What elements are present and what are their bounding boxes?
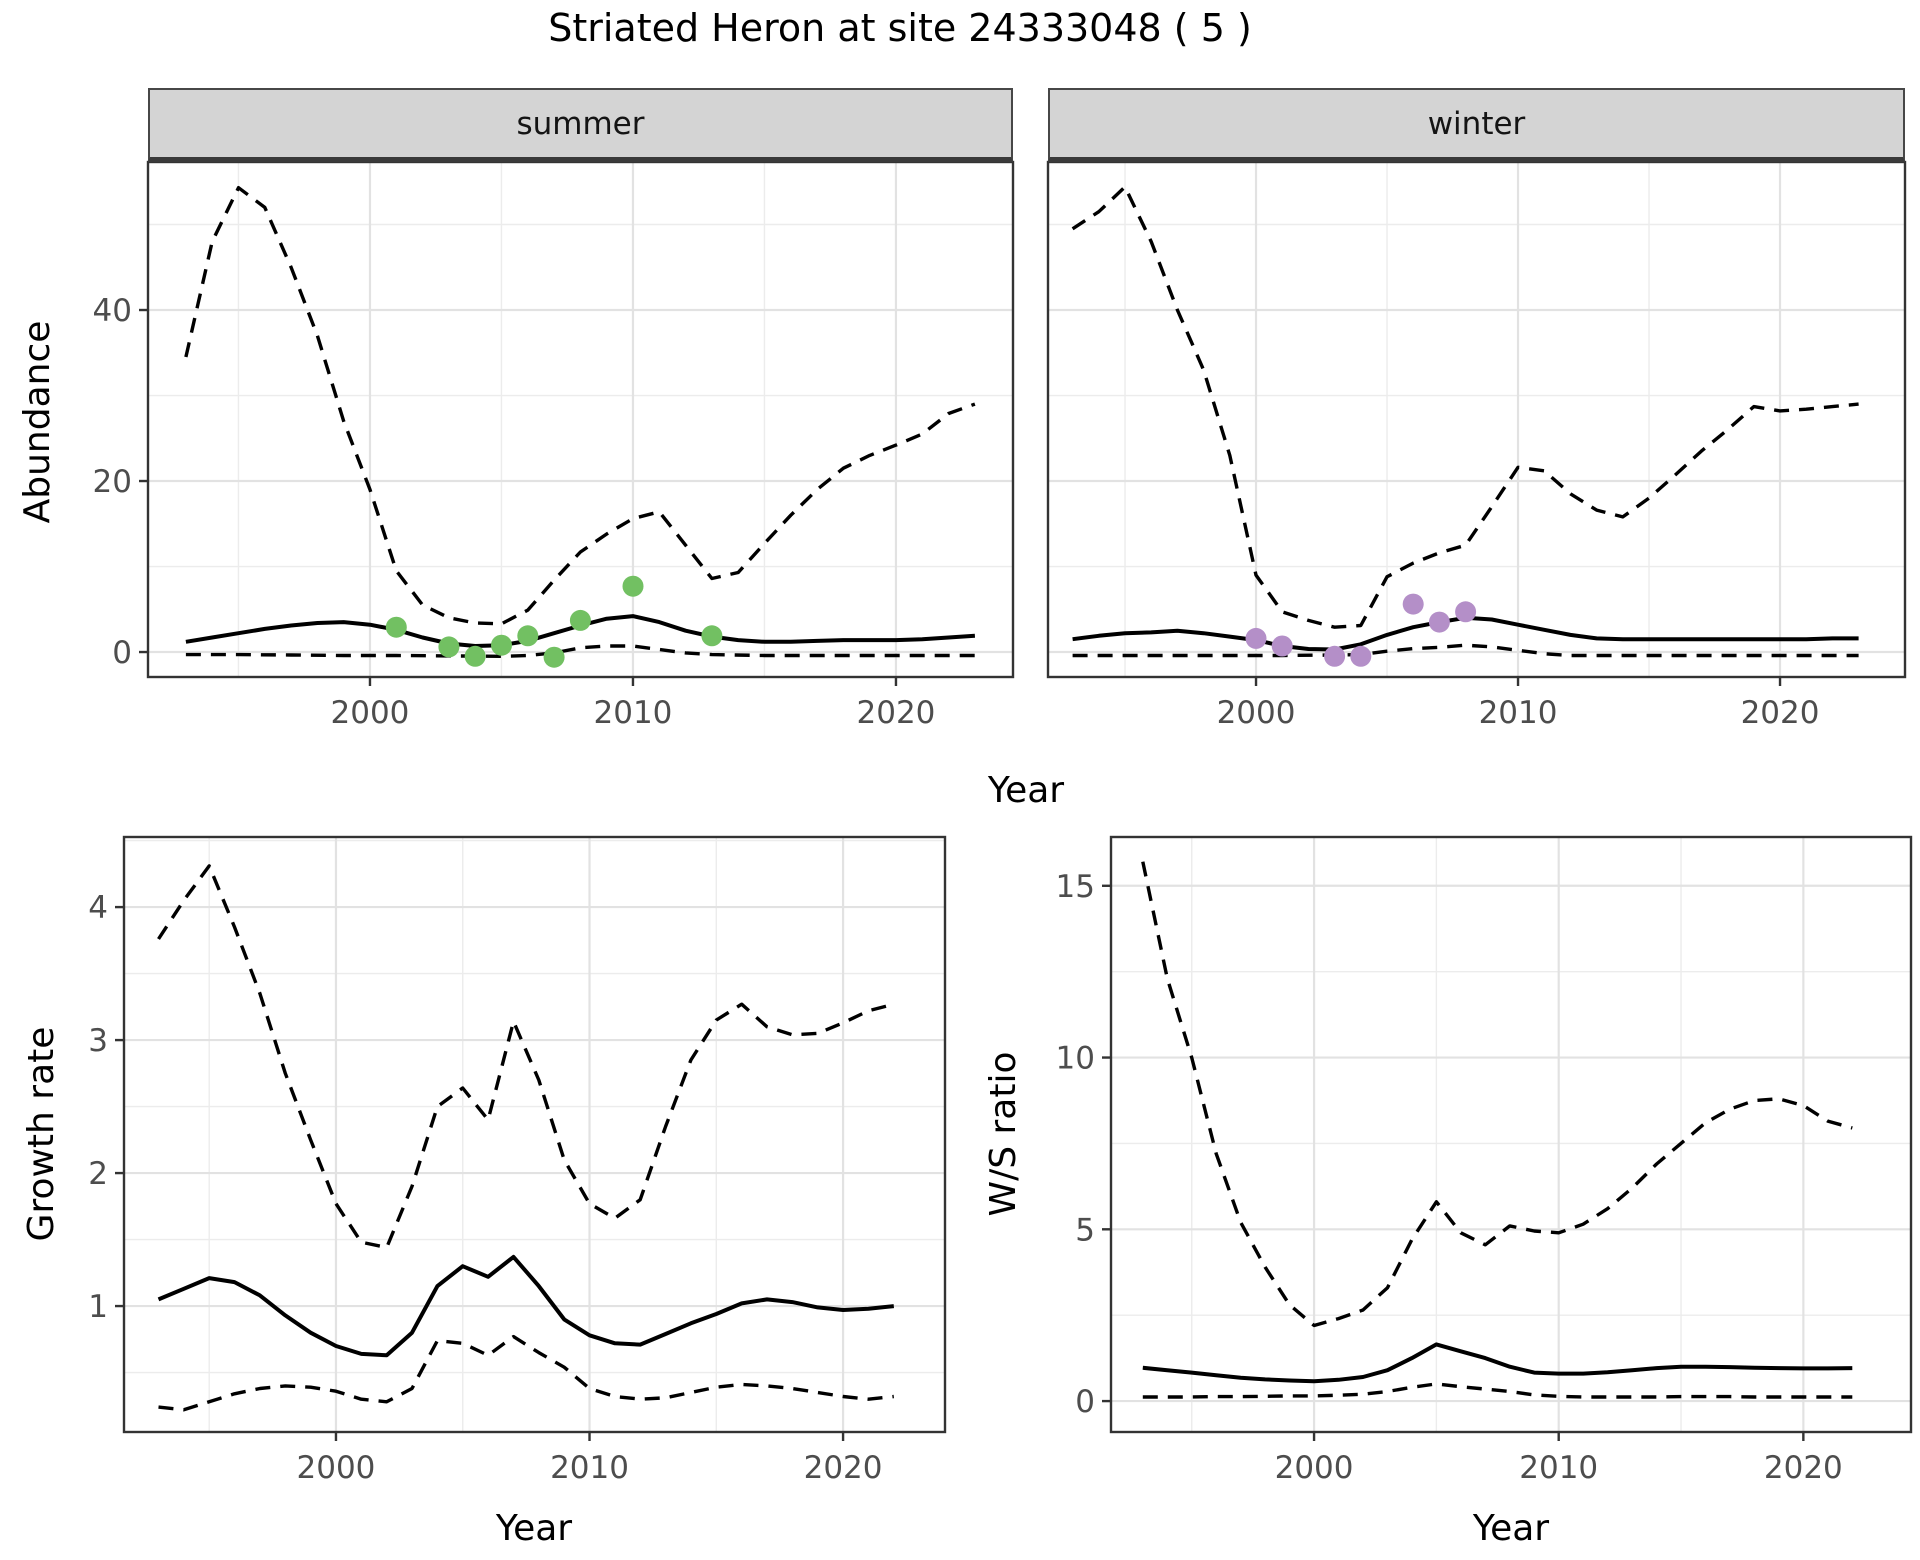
abundance-winter-panel: 2000 2010 2020 xyxy=(1046,160,1907,731)
series-lower_95ci-line xyxy=(158,1334,894,1412)
observation-point xyxy=(517,625,539,647)
y-tick-label: 0 xyxy=(112,635,132,671)
facet-label-summer: summer xyxy=(516,105,645,142)
observation-point xyxy=(438,636,460,658)
series-lower_95ci-line xyxy=(185,644,975,658)
observation-point xyxy=(1245,627,1267,649)
observation-point xyxy=(1402,593,1424,615)
y-axis-title-growth-rate: Growth rate xyxy=(21,1026,62,1242)
plot-title: Striated Heron at site 24333048 ( 5 ) xyxy=(548,6,1252,50)
y-tick-label: 1 xyxy=(88,1289,108,1325)
series-group xyxy=(184,186,976,658)
observation-point xyxy=(543,646,565,668)
observation-point xyxy=(569,609,591,631)
series-upper_95ci-line xyxy=(157,864,895,1250)
series-upper_95ci-line xyxy=(1071,185,1859,629)
series-group xyxy=(157,864,895,1412)
facet-label-winter: winter xyxy=(1427,105,1526,142)
x-tick-label: 2020 xyxy=(857,695,936,731)
x-tick-label: 2010 xyxy=(1519,1450,1598,1486)
series-fit-line xyxy=(1072,615,1859,652)
x-tick-label: 2000 xyxy=(331,695,410,731)
x-axis-title-year-ws: Year xyxy=(1472,1508,1550,1549)
y-tick-label: 4 xyxy=(88,890,108,926)
panel-border xyxy=(1046,160,1907,679)
panel-border xyxy=(122,835,947,1434)
series-upper_95ci-line xyxy=(1141,861,1853,1328)
x-tick-label: 2020 xyxy=(1764,1450,1843,1486)
ws-ratio-panel: 2000 2010 2020 0 5 10 15 xyxy=(1056,835,1913,1486)
observation-point xyxy=(1428,611,1450,633)
observation-points xyxy=(385,575,723,668)
observation-points xyxy=(1245,593,1477,667)
y-tick-label: 0 xyxy=(1075,1384,1095,1420)
y-tick-label: 40 xyxy=(93,293,132,329)
x-tick-label: 2000 xyxy=(1275,1450,1354,1486)
observation-point xyxy=(491,634,512,656)
y-tick-label: 15 xyxy=(1056,869,1095,905)
series-fit-line xyxy=(1142,1342,1853,1384)
panel-border xyxy=(146,160,1015,679)
observation-point xyxy=(1350,645,1372,667)
y-tick-label: 20 xyxy=(93,464,132,500)
x-tick-label: 2010 xyxy=(1479,695,1558,731)
x-tick-label: 2000 xyxy=(297,1450,376,1486)
x-tick-label: 2010 xyxy=(594,695,673,731)
panel-border xyxy=(1109,835,1913,1434)
observation-point xyxy=(1271,635,1293,657)
series-lower_95ci-line xyxy=(1142,1382,1853,1399)
observation-point xyxy=(1324,645,1346,667)
observation-point xyxy=(385,616,407,638)
observation-point xyxy=(701,625,723,647)
series-group xyxy=(1071,185,1859,658)
series-fit-line xyxy=(157,1254,895,1358)
abundance-summer-panel: 2000 2010 2020 0 20 40 xyxy=(93,160,1015,731)
observation-point xyxy=(622,575,644,597)
x-tick-label: 2020 xyxy=(804,1450,883,1486)
growth-rate-panel: 2000 2010 2020 1 2 3 4 xyxy=(88,835,947,1486)
x-axis-title-year-growth: Year xyxy=(495,1508,573,1549)
y-axis-title-abundance: Abundance xyxy=(17,320,58,524)
series-upper_95ci-line xyxy=(184,186,976,626)
x-tick-label: 2000 xyxy=(1217,695,1296,731)
y-axis-title-ws-ratio: W/S ratio xyxy=(983,1051,1024,1217)
y-tick-label: 10 xyxy=(1056,1041,1095,1077)
x-tick-label: 2010 xyxy=(550,1450,629,1486)
observation-point xyxy=(464,645,486,667)
y-tick-label: 3 xyxy=(88,1023,108,1059)
facet-strip-summer: summer xyxy=(148,88,1013,162)
x-tick-label: 2020 xyxy=(1741,695,1820,731)
y-tick-label: 2 xyxy=(88,1156,108,1192)
y-tick-label: 5 xyxy=(1075,1212,1095,1248)
series-group xyxy=(1141,861,1853,1399)
x-axis-title-year-top: Year xyxy=(987,770,1065,811)
observation-point xyxy=(1455,601,1477,623)
series-lower_95ci-line xyxy=(1072,643,1859,658)
facet-strip-winter: winter xyxy=(1048,88,1905,162)
